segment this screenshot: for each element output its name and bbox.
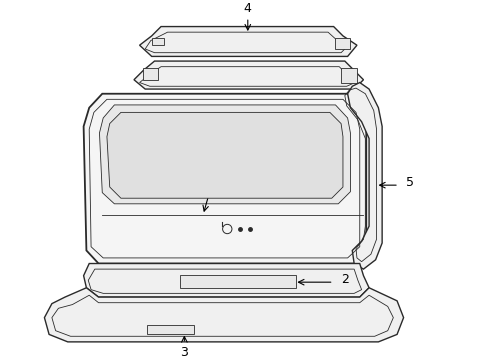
Polygon shape <box>336 38 350 49</box>
Polygon shape <box>347 82 382 269</box>
Polygon shape <box>180 275 296 288</box>
Polygon shape <box>134 61 364 89</box>
Polygon shape <box>147 325 194 334</box>
Polygon shape <box>152 38 164 45</box>
Polygon shape <box>140 27 357 57</box>
Text: 2: 2 <box>341 273 349 286</box>
Polygon shape <box>143 68 158 80</box>
Polygon shape <box>341 68 357 82</box>
Polygon shape <box>84 94 367 264</box>
Polygon shape <box>99 105 350 204</box>
Polygon shape <box>45 288 404 342</box>
Text: 4: 4 <box>244 3 252 15</box>
Text: 1: 1 <box>208 163 216 176</box>
Polygon shape <box>107 112 343 198</box>
Text: 3: 3 <box>180 346 188 359</box>
Polygon shape <box>84 264 369 297</box>
Text: 5: 5 <box>406 176 415 189</box>
